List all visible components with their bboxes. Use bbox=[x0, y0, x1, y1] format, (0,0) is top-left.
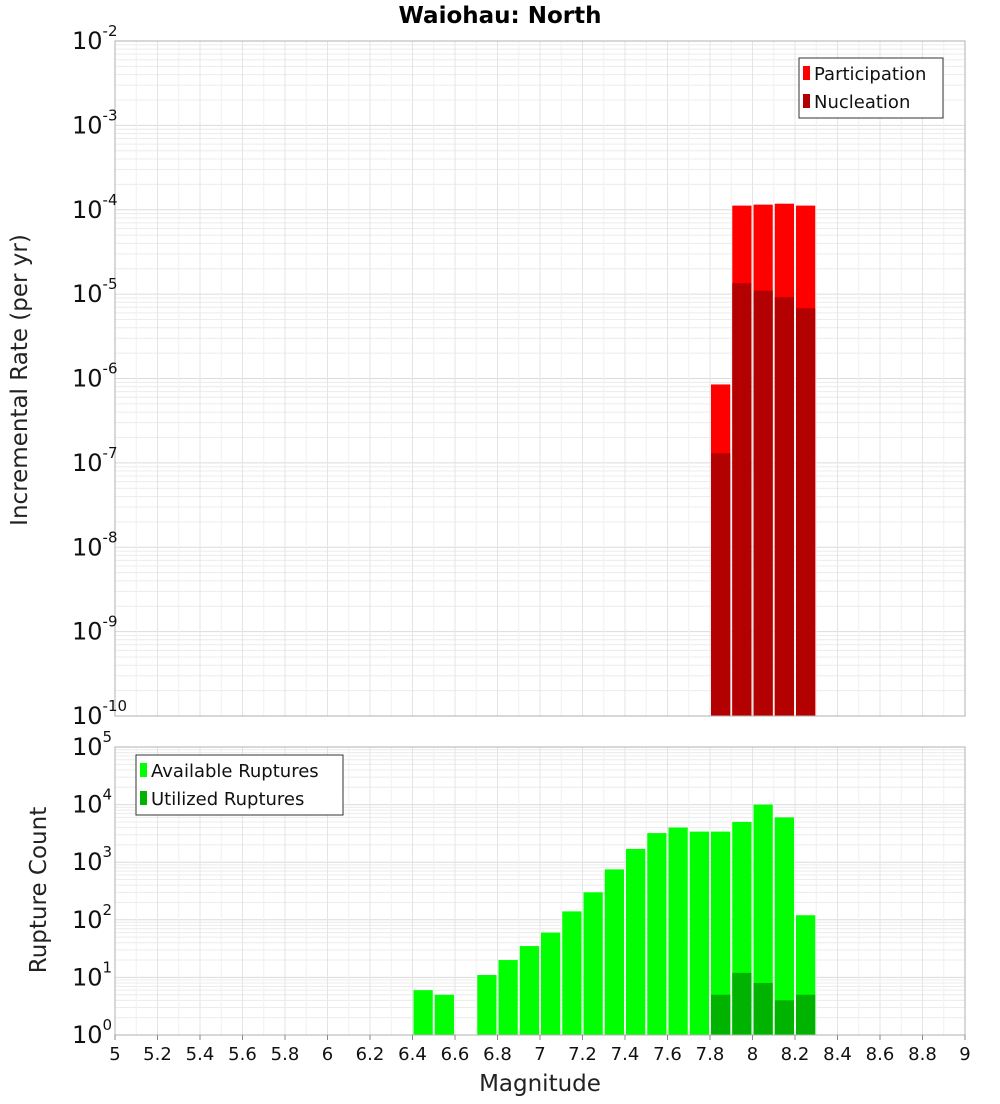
x-tick-label: 7 bbox=[534, 1044, 545, 1065]
rate-y-tick-label: 10-10 bbox=[72, 697, 127, 730]
legend-label: Participation bbox=[814, 64, 926, 85]
rate-y-tick-label: 10-7 bbox=[72, 444, 118, 477]
legend-swatch bbox=[140, 791, 147, 805]
nucleation-bar bbox=[796, 308, 816, 716]
rate-legend-box bbox=[798, 57, 944, 119]
available-ruptures-bar bbox=[541, 932, 561, 1035]
available-ruptures-bar bbox=[668, 827, 688, 1035]
available-ruptures-bar bbox=[689, 831, 709, 1035]
count-y-tick-label: 105 bbox=[72, 728, 112, 761]
x-tick-label: 7.4 bbox=[611, 1044, 640, 1065]
chart-title: Waiohau: North bbox=[399, 3, 602, 29]
top-y-axis-label: Incremental Rate (per yr) bbox=[7, 234, 33, 526]
count-legend: Available Ruptures Utilized Ruptures bbox=[135, 754, 344, 816]
utilized-ruptures-bar bbox=[796, 994, 816, 1035]
bottom-y-axis-label: Rupture Count bbox=[26, 807, 52, 973]
legend-label: Available Ruptures bbox=[151, 761, 319, 782]
rate-y-tick-label: 10-9 bbox=[72, 613, 118, 646]
rate-legend: Participation Nucleation bbox=[798, 57, 944, 119]
rate-y-tick-label: 10-5 bbox=[72, 275, 118, 308]
x-tick-label: 8 bbox=[747, 1044, 758, 1065]
available-ruptures-bar bbox=[711, 831, 731, 1035]
available-ruptures-bar bbox=[626, 848, 646, 1035]
x-tick-label: 6.8 bbox=[483, 1044, 512, 1065]
legend-label: Utilized Ruptures bbox=[151, 789, 304, 810]
count-y-ticks: 100 101 102 103 104 105 bbox=[72, 728, 112, 1049]
count-legend-box bbox=[135, 754, 344, 816]
available-ruptures-bar bbox=[477, 975, 497, 1035]
x-axis-label: Magnitude bbox=[479, 1071, 601, 1097]
rate-gridlines bbox=[114, 41, 966, 717]
count-y-tick-label: 100 bbox=[72, 1016, 112, 1049]
x-tick-label: 7.8 bbox=[696, 1044, 725, 1065]
nucleation-bar bbox=[711, 453, 731, 716]
available-ruptures-bar bbox=[498, 960, 518, 1035]
x-tick-label: 5 bbox=[109, 1044, 120, 1065]
x-tick-label: 7.2 bbox=[568, 1044, 597, 1065]
rate-y-tick-label: 10-4 bbox=[72, 191, 118, 224]
legend-swatch bbox=[803, 94, 810, 108]
rate-y-tick-label: 10-2 bbox=[72, 22, 118, 55]
nucleation-bar bbox=[753, 290, 773, 716]
available-ruptures-bar bbox=[434, 994, 454, 1035]
x-tick-label: 8.6 bbox=[866, 1044, 895, 1065]
nucleation-bar bbox=[774, 297, 794, 716]
available-ruptures-bar bbox=[753, 804, 773, 1035]
available-ruptures-bar bbox=[647, 833, 667, 1035]
x-tick-label: 8.2 bbox=[781, 1044, 810, 1065]
x-tick-label: 5.4 bbox=[186, 1044, 215, 1065]
x-tick-label: 6 bbox=[322, 1044, 333, 1065]
rate-y-tick-label: 10-3 bbox=[72, 106, 118, 139]
utilized-ruptures-bar bbox=[753, 982, 773, 1035]
utilized-ruptures-bar bbox=[711, 994, 731, 1035]
legend-label: Nucleation bbox=[814, 92, 910, 113]
x-tick-label: 5.6 bbox=[228, 1044, 257, 1065]
x-tick-label: 9 bbox=[959, 1044, 970, 1065]
legend-swatch bbox=[140, 763, 147, 777]
utilized-ruptures-bar bbox=[732, 972, 752, 1035]
count-y-tick-label: 103 bbox=[72, 843, 112, 876]
rate-plot-frame bbox=[114, 40, 966, 717]
count-panel: 100 101 102 103 104 105 5 5.2 5.4 5.6 5.8 6 6.2 6.4 6.… bbox=[72, 728, 971, 1065]
available-ruptures-bar bbox=[604, 869, 624, 1035]
x-tick-label: 6.4 bbox=[398, 1044, 427, 1065]
rate-bars bbox=[711, 203, 816, 717]
x-tick-label: 8.8 bbox=[908, 1044, 937, 1065]
x-tick-label: 5.2 bbox=[143, 1044, 172, 1065]
rate-y-ticks: 10-10 10-9 10-8 10-7 10-6 10-5 10-4 10-3 10-2 bbox=[72, 22, 127, 730]
available-ruptures-bar bbox=[562, 911, 582, 1035]
utilized-ruptures-bar bbox=[774, 1000, 794, 1035]
x-tick-label: 6.2 bbox=[356, 1044, 385, 1065]
x-tick-label: 5.8 bbox=[271, 1044, 300, 1065]
rate-y-tick-label: 10-8 bbox=[72, 528, 118, 561]
available-ruptures-bar bbox=[519, 946, 539, 1035]
x-tick-label: 6.6 bbox=[441, 1044, 470, 1065]
count-bars bbox=[413, 804, 816, 1035]
count-y-tick-label: 101 bbox=[72, 958, 112, 991]
nucleation-bar bbox=[732, 283, 752, 716]
available-ruptures-bar bbox=[774, 817, 794, 1035]
count-y-tick-label: 102 bbox=[72, 901, 112, 934]
x-tick-label: 7.6 bbox=[653, 1044, 682, 1065]
x-tick-label: 8.4 bbox=[823, 1044, 852, 1065]
rate-y-tick-label: 10-6 bbox=[72, 360, 118, 393]
count-x-ticks: 5 5.2 5.4 5.6 5.8 6 6.2 6.4 6.6 6.8 7 7.2 7.4 7.6 7.8 8… bbox=[109, 1035, 971, 1065]
rate-panel: 10-10 10-9 10-8 10-7 10-6 10-5 10-4 10-3 10-2 Par… bbox=[72, 22, 966, 730]
available-ruptures-bar bbox=[413, 990, 433, 1035]
available-ruptures-bar bbox=[583, 892, 603, 1035]
legend-swatch bbox=[803, 66, 810, 80]
count-y-tick-label: 104 bbox=[72, 786, 112, 819]
